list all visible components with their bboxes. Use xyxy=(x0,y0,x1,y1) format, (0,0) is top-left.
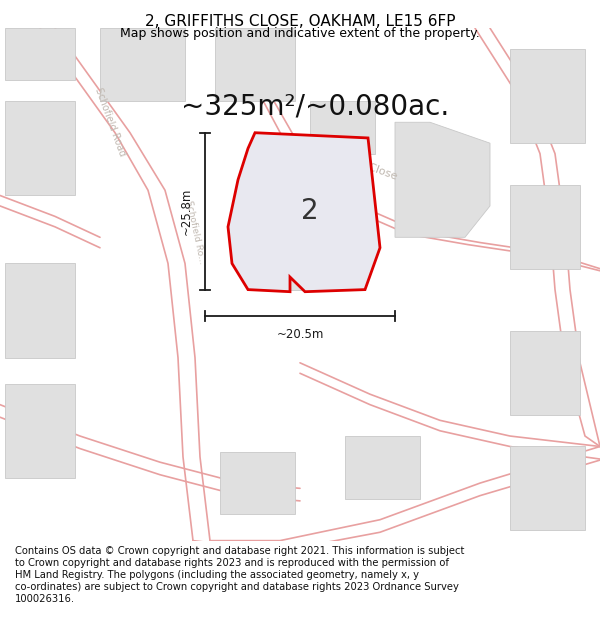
Polygon shape xyxy=(100,28,185,101)
Text: 2: 2 xyxy=(301,197,319,225)
Polygon shape xyxy=(5,28,75,81)
Polygon shape xyxy=(510,185,580,269)
Text: to Crown copyright and database rights 2023 and is reproduced with the permissio: to Crown copyright and database rights 2… xyxy=(15,558,449,568)
Polygon shape xyxy=(345,436,420,499)
Text: Map shows position and indicative extent of the property.: Map shows position and indicative extent… xyxy=(120,28,480,41)
Polygon shape xyxy=(5,264,75,358)
Text: Contains OS data © Crown copyright and database right 2021. This information is : Contains OS data © Crown copyright and d… xyxy=(15,546,464,556)
Text: Schofield Ro...: Schofield Ro... xyxy=(184,199,206,264)
Text: co-ordinates) are subject to Crown copyright and database rights 2023 Ordnance S: co-ordinates) are subject to Crown copyr… xyxy=(15,582,459,592)
Polygon shape xyxy=(5,384,75,478)
Text: Schofield Road: Schofield Road xyxy=(93,87,127,158)
Polygon shape xyxy=(215,28,295,101)
Polygon shape xyxy=(510,446,585,530)
Polygon shape xyxy=(310,101,375,154)
Polygon shape xyxy=(510,49,585,143)
Text: Griffiths Close: Griffiths Close xyxy=(322,146,398,182)
Text: HM Land Registry. The polygons (including the associated geometry, namely x, y: HM Land Registry. The polygons (includin… xyxy=(15,570,419,580)
Text: 2, GRIFFITHS CLOSE, OAKHAM, LE15 6FP: 2, GRIFFITHS CLOSE, OAKHAM, LE15 6FP xyxy=(145,14,455,29)
Polygon shape xyxy=(220,452,295,514)
Text: ~20.5m: ~20.5m xyxy=(277,328,323,341)
Polygon shape xyxy=(265,211,355,289)
Text: 100026316.: 100026316. xyxy=(15,594,75,604)
Polygon shape xyxy=(510,331,580,415)
Polygon shape xyxy=(5,101,75,196)
Text: ~325m²/~0.080ac.: ~325m²/~0.080ac. xyxy=(181,92,449,121)
Polygon shape xyxy=(228,132,380,292)
Text: ~25.8m: ~25.8m xyxy=(180,188,193,235)
Polygon shape xyxy=(395,122,490,238)
